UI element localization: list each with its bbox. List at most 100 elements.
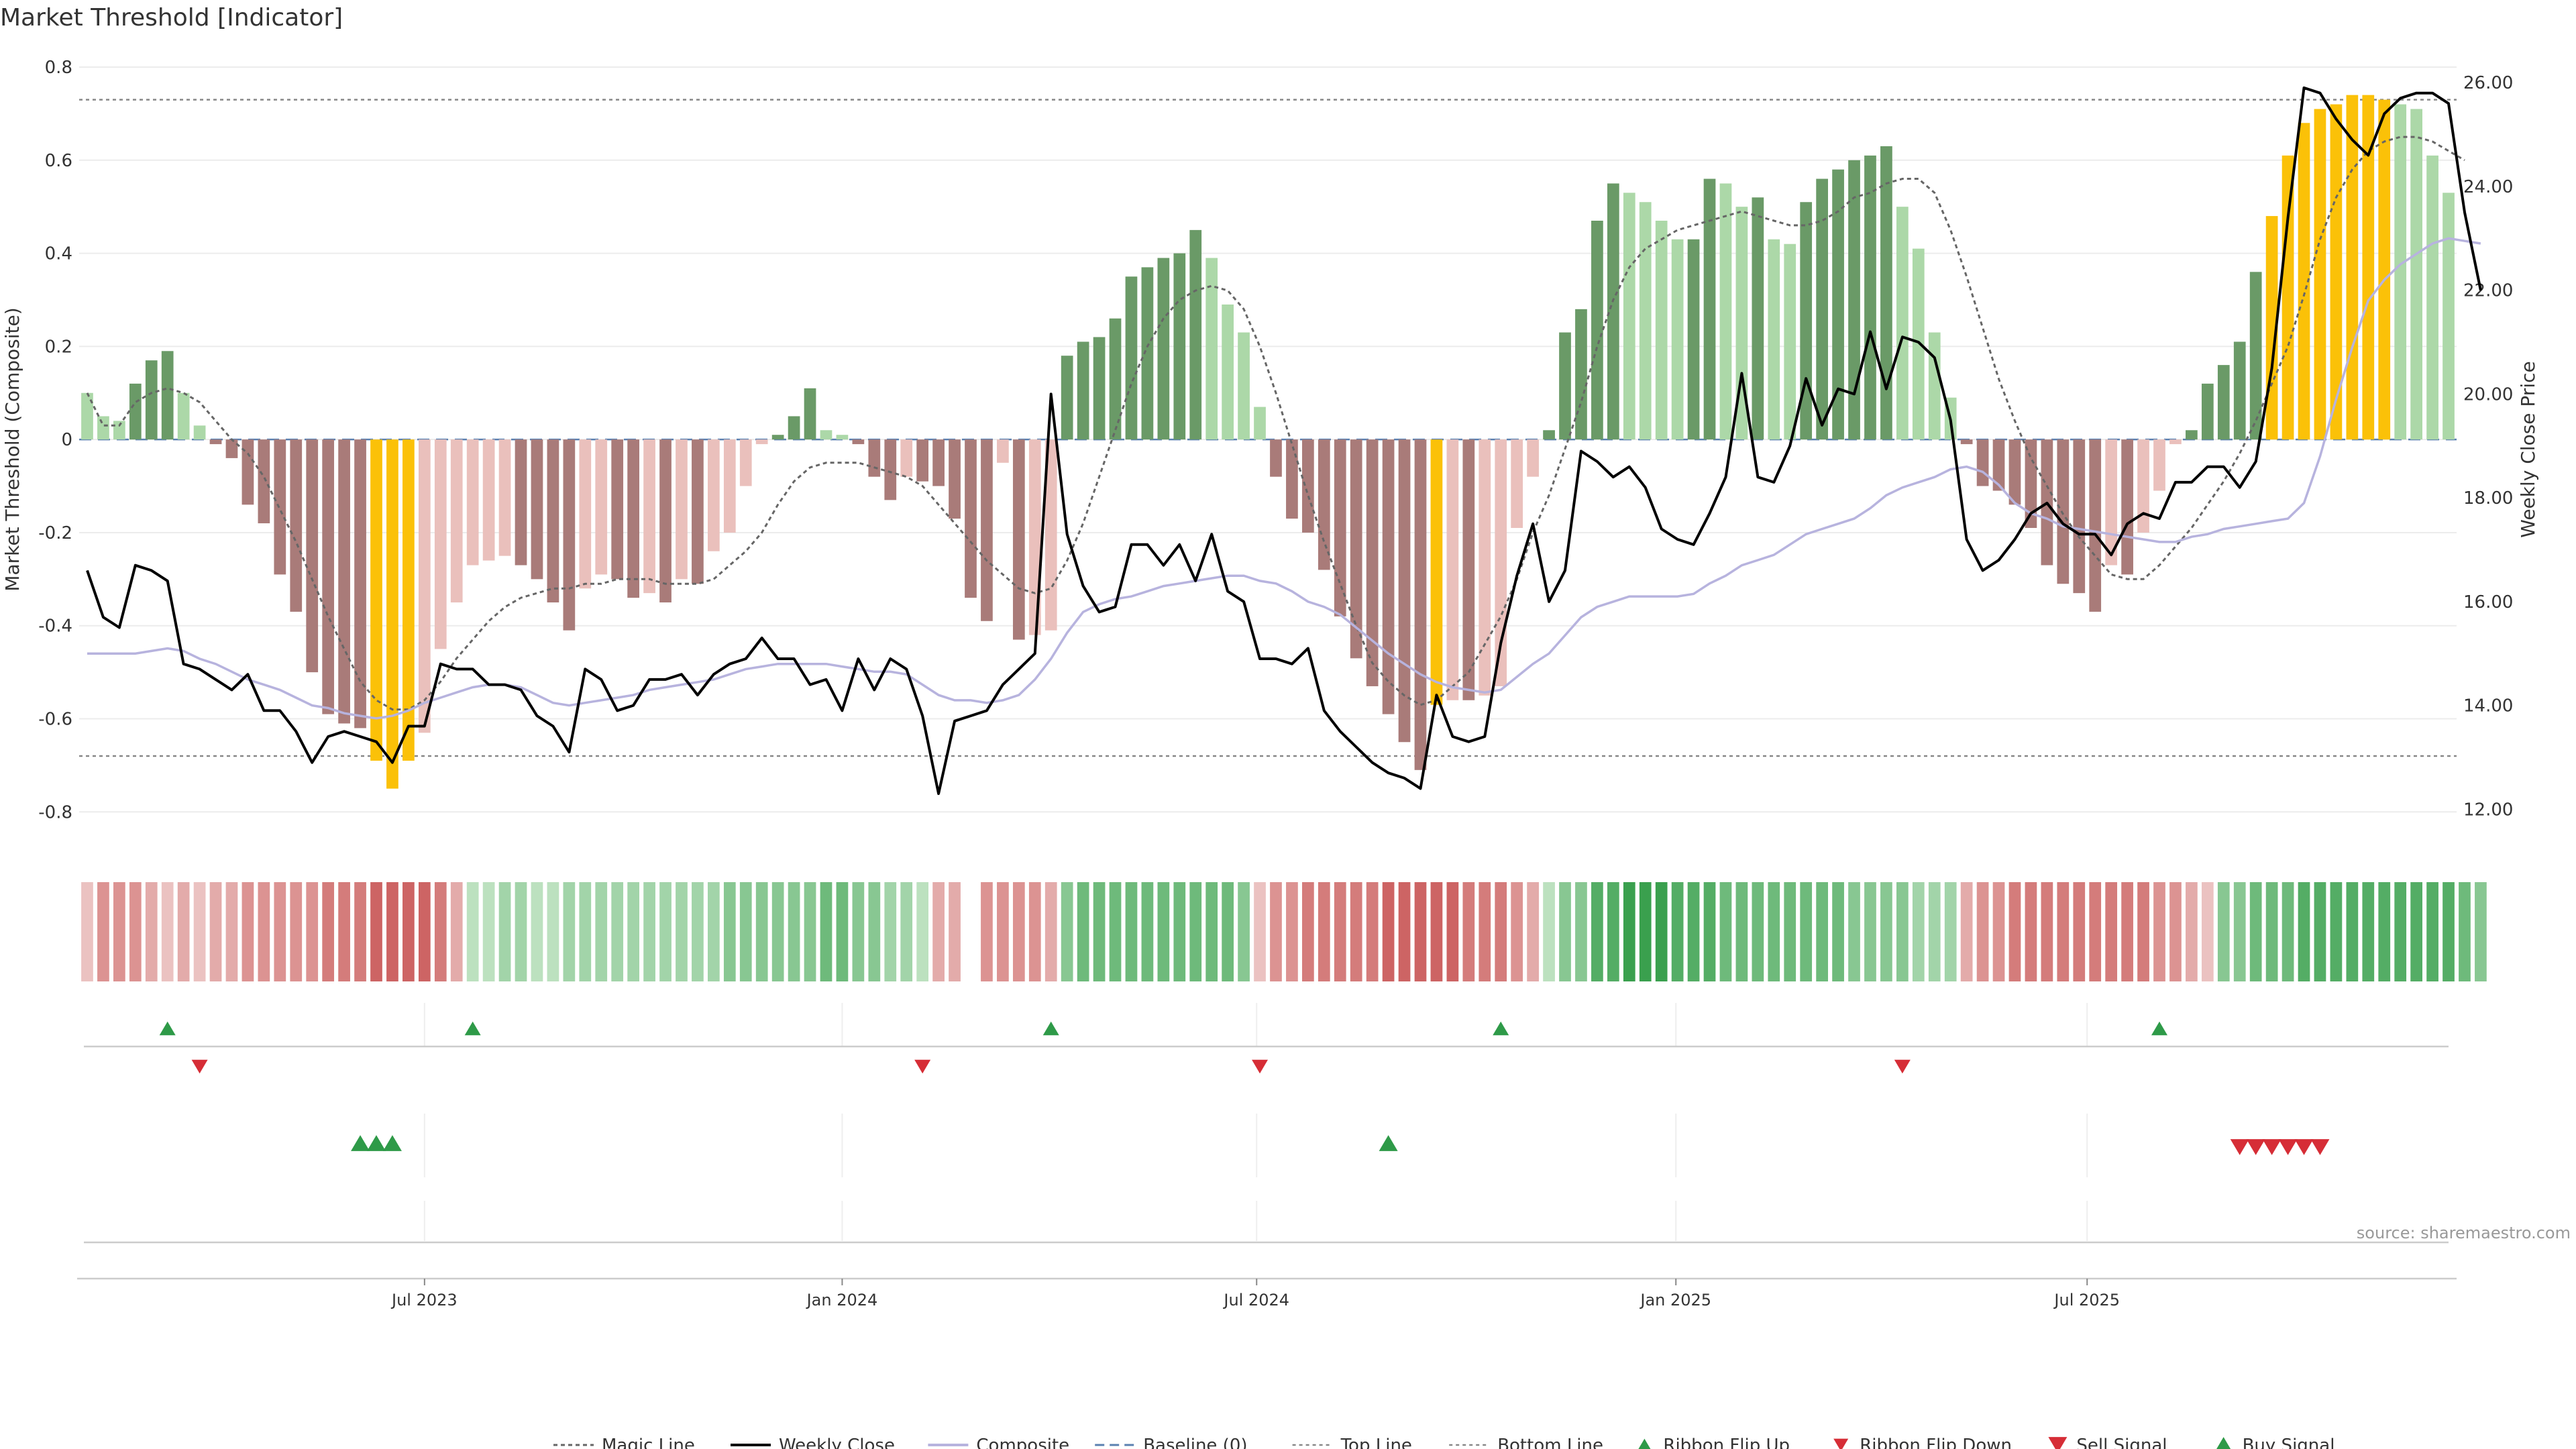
composite-bar <box>884 439 897 500</box>
legend-label: Ribbon Flip Down <box>1860 1436 2012 1449</box>
ribbon-cell <box>820 882 833 981</box>
ribbon-flip-up-marker <box>159 1021 176 1036</box>
composite-bar <box>209 439 222 445</box>
composite-bar <box>177 392 190 440</box>
ribbon-cell <box>1880 882 1892 981</box>
ribbon-cell <box>804 882 816 981</box>
composite-bar <box>997 439 1009 463</box>
composite-bar <box>916 439 929 482</box>
composite-bar <box>547 439 559 603</box>
composite-bar <box>531 439 543 580</box>
ribbon-cell <box>1655 882 1668 981</box>
right-tick-label: 20.00 <box>2463 384 2513 405</box>
composite-bar <box>1880 146 1892 440</box>
ribbon-cell <box>1173 882 1186 981</box>
ribbon-cell <box>2137 882 2149 981</box>
ribbon-flip-down-marker <box>191 1059 208 1074</box>
ribbon-flip-up-marker <box>464 1021 481 1036</box>
ribbon-cell <box>370 882 382 981</box>
composite-bar <box>1382 439 1395 714</box>
composite-bar <box>1125 276 1138 440</box>
sell-signal-marker <box>2262 1139 2282 1155</box>
ribbon-cell <box>2057 882 2070 981</box>
buy-signal-marker <box>351 1135 370 1151</box>
ribbon-cell <box>2459 882 2471 981</box>
left-tick-label: 0.4 <box>45 244 72 264</box>
ribbon-cell <box>2073 882 2086 981</box>
ribbon-cell <box>2362 882 2375 981</box>
ribbon-cell <box>354 882 366 981</box>
x-axis-ticks: Jul 2023 Jan 2024 Jul 2024 Jan 2025 Jul 2025 <box>390 1279 2120 1309</box>
legend-swatch <box>2048 1437 2068 1449</box>
composite-bar <box>193 425 206 440</box>
left-axis-label: Market Threshold (Composite) <box>1 307 23 591</box>
ribbon-flip-down-marker <box>1894 1059 1911 1074</box>
left-tick-label: -0.4 <box>38 616 72 637</box>
right-tick-label: 26.00 <box>2463 73 2513 93</box>
composite-bar <box>981 439 993 621</box>
magic-line <box>86 136 2465 711</box>
composite-bar <box>1591 221 1603 440</box>
legend-label: Bottom Line <box>1497 1436 1603 1449</box>
ribbon-cell <box>434 882 447 981</box>
ribbon-cell <box>274 882 286 981</box>
ribbon-cell <box>1414 882 1427 981</box>
ribbon-cell <box>1960 882 1973 981</box>
ribbon-cell <box>1511 882 1523 981</box>
composite-bar <box>2426 155 2438 440</box>
ribbon-cell <box>1784 882 1796 981</box>
left-tick-label: -0.6 <box>38 710 72 730</box>
ribbon-cell <box>932 882 945 981</box>
composite-bar <box>418 439 431 733</box>
sell-signal-marker <box>2246 1139 2265 1155</box>
composite-bar <box>579 439 592 589</box>
ribbon-cell <box>1623 882 1635 981</box>
composite-bar <box>804 388 816 440</box>
ribbon-cell <box>225 882 238 981</box>
ribbon-cell <box>1928 882 1941 981</box>
composite-bar <box>1044 439 1057 631</box>
right-tick-label: 18.00 <box>2463 488 2513 508</box>
left-tick-label: -0.8 <box>38 802 72 822</box>
ribbon-flip-down-marker <box>914 1059 931 1074</box>
composite-bar <box>949 439 961 519</box>
composite-bar <box>2137 439 2149 533</box>
ribbon-cell <box>1222 882 1234 981</box>
composite-bar <box>1302 439 1314 533</box>
composite-bar <box>1960 439 1973 445</box>
ribbon-cell <box>611 882 624 981</box>
ribbon-cell <box>1302 882 1314 981</box>
ribbon-cell <box>498 882 511 981</box>
composite-bar <box>113 421 125 440</box>
composite-bar <box>1992 439 2005 491</box>
composite-bar <box>2249 272 2262 440</box>
ribbon-cell <box>450 882 463 981</box>
composite-bar <box>1189 229 1202 440</box>
composite-bar <box>434 439 447 649</box>
composite-bar <box>1832 169 1844 440</box>
ribbon-cell <box>2217 882 2230 981</box>
ribbon-cell <box>1430 882 1443 981</box>
sell-signal-marker <box>2278 1139 2298 1155</box>
ribbon-cell <box>1768 882 1780 981</box>
ribbon-cell <box>643 882 655 981</box>
composite-bar <box>2186 430 2198 440</box>
sell-signal-marker <box>2230 1139 2249 1155</box>
ribbon-cell <box>788 882 800 981</box>
ribbon-cell <box>2025 882 2037 981</box>
magic-line-series <box>86 136 2465 711</box>
ribbon-cell <box>1575 882 1587 981</box>
ribbon-cell <box>771 882 784 981</box>
composite-bar <box>1896 207 1909 440</box>
composite-bar <box>1623 193 1635 440</box>
composite-bar <box>692 439 704 584</box>
composite-bar <box>274 439 286 575</box>
composite-bar <box>1318 439 1330 570</box>
composite-bar <box>1446 439 1459 700</box>
composite-bar <box>1687 239 1700 440</box>
ribbon-cell <box>2410 882 2422 981</box>
ribbon-cell <box>1864 882 1876 981</box>
ribbon-cell <box>81 882 93 981</box>
ribbon-cell <box>755 882 768 981</box>
